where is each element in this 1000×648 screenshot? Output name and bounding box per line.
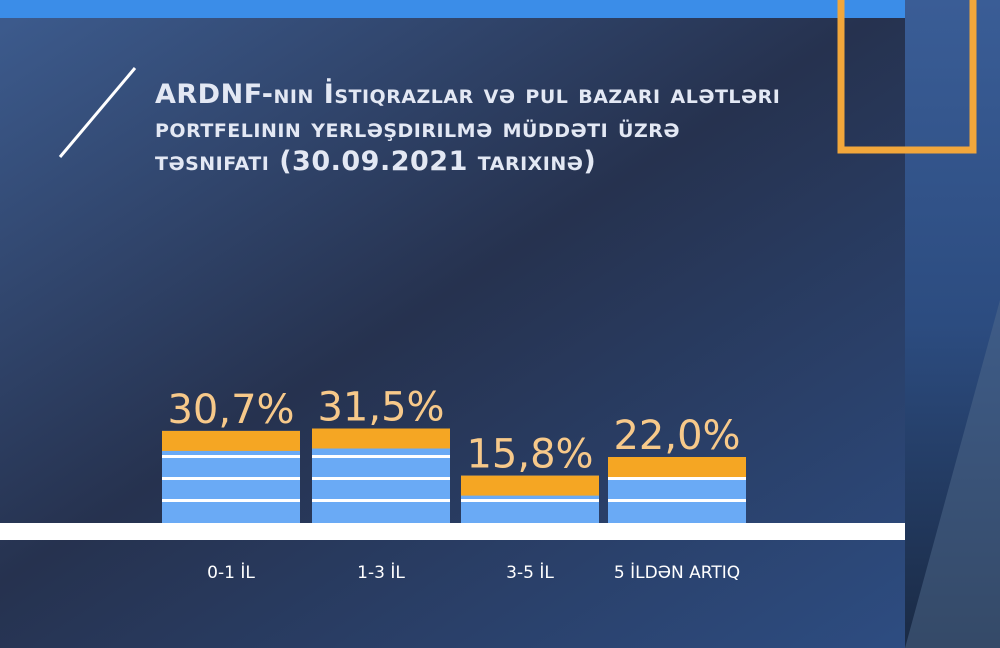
bar-stripe-gap — [608, 499, 746, 502]
value-label: 30,7% — [167, 387, 294, 433]
bar-cap — [312, 428, 450, 449]
bar-stripe-gap — [312, 455, 450, 458]
bar-stripe-gap — [312, 477, 450, 480]
bar-cap — [162, 430, 300, 451]
accent-line — [58, 67, 137, 158]
chart-title: ARDNF-nin İstiqrazlar və pul bazarı alət… — [155, 79, 781, 177]
value-label: 15,8% — [466, 432, 593, 478]
value-label: 31,5% — [317, 385, 444, 431]
top-band — [0, 0, 905, 18]
building-facade — [905, 300, 1000, 648]
bar-stripe-gap — [461, 499, 599, 502]
x-tick-label: 5 İLDƏN ARTIQ — [614, 562, 740, 583]
x-tick-label: 1-3 İL — [357, 562, 405, 583]
x-tick-label: 3-5 İL — [506, 562, 554, 583]
bar-cap — [461, 475, 599, 496]
x-tick-label: 0-1 İL — [207, 562, 255, 583]
bar-cap — [608, 457, 746, 477]
bar-stripe-gap — [162, 455, 300, 458]
frame-accent — [837, 0, 977, 154]
bar-stripe-gap — [162, 477, 300, 480]
value-label: 22,0% — [613, 413, 740, 459]
baseline — [0, 523, 905, 540]
bar-stripe-gap — [162, 499, 300, 502]
bar-stripe-gap — [312, 499, 450, 502]
bar-stripe-gap — [608, 477, 746, 480]
